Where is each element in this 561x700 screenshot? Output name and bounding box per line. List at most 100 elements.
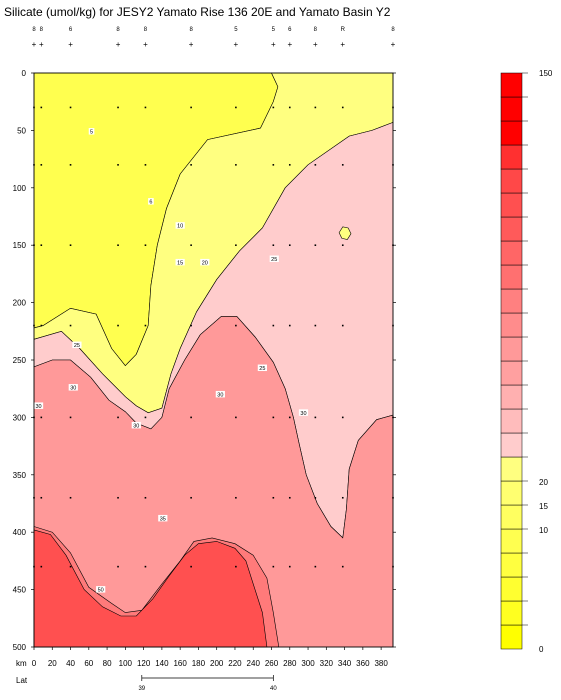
sample-dot [272,164,275,166]
contour-label-box [269,255,279,262]
sample-dot [341,244,344,246]
colorbar-swatch [500,384,523,410]
station-label: R [341,27,346,33]
contour-label-text: 15 [177,260,183,266]
colorbar-swatch [500,336,523,362]
station-plus: + [68,40,73,49]
contour-label: 30 [131,421,141,429]
y-tick-label: 150 [13,241,27,250]
x-tick-label: 200 [210,659,224,668]
station-plus: + [116,40,121,49]
sample-dot [40,416,43,419]
sample-dot [235,324,237,327]
colorbar-swatch [500,504,523,530]
sample-dot [117,164,119,166]
y-tick-label: 450 [13,586,27,595]
colorbar-swatch [500,480,523,506]
sample-dot [314,244,317,246]
contour-label-box [131,421,141,429]
station-marker: 8+ [189,27,194,49]
sample-dot [235,416,237,419]
x-tick-label: 300 [301,659,315,668]
x-tick-label: 260 [265,659,279,668]
station-label: 8 [314,27,318,33]
station-plus: + [287,40,292,49]
sample-dot [69,416,72,419]
y-tick-label: 50 [17,126,26,135]
station-plus: + [32,40,37,49]
sample-dot [190,244,192,246]
zone-eddy [338,226,352,240]
station-label: 5 [234,27,238,33]
contour-label: 50 [96,586,106,594]
sample-dot [288,496,291,499]
sample-dot [235,565,237,568]
contour-label: 25 [269,255,279,263]
station-label: 8 [32,27,36,33]
station-plus: + [39,40,44,49]
sample-dot [144,324,147,327]
y-axis: 0 50 100 150 200 250 300 350 400 450 500 [13,69,396,652]
sample-dot [314,324,317,327]
x-tick-label: 360 [356,659,370,668]
station-plus: + [340,40,345,49]
sample-dot [40,164,43,166]
sample-dot [288,244,291,246]
colorbar-swatch [500,192,523,218]
contour-label-box [96,586,106,593]
x-tick-label: 0 [32,659,37,668]
contour-label-text: 5 [90,130,93,136]
y-tick-label: 400 [13,528,27,537]
station-marker: 5+ [234,27,239,49]
lat-tick-label: 39 [138,686,145,692]
station-marker: 5+ [271,27,276,49]
sample-dot [117,244,119,246]
x-tick-label: 40 [66,659,75,668]
sample-dot [272,324,275,327]
colorbar-label: 10 [539,526,548,535]
colorbar-swatch [500,312,523,338]
station-plus: + [271,40,276,49]
colorbar-swatch [500,96,523,122]
station-label: 8 [144,27,148,33]
colorbar-swatch [500,288,523,314]
contour-label: 5 [88,128,95,136]
x-tick-label: 340 [338,659,352,668]
station-label: 5 [272,27,276,33]
colorbar-swatch [500,264,523,290]
sample-dot [288,565,291,568]
sample-dot [341,565,344,568]
sample-dot [272,244,275,246]
colorbar-swatch [500,528,523,554]
x-tick-label: 100 [119,659,133,668]
colorbar-swatch [500,552,523,578]
station-label: 8 [189,27,193,33]
colorbar-swatch [500,432,523,458]
colorbar-swatch [500,240,523,266]
contour-label-box [72,341,82,349]
sample-dot [40,565,43,568]
y-tick-label: 250 [13,356,27,365]
sample-dot [69,324,72,327]
sample-dot [314,565,317,568]
sample-dot [288,416,291,419]
x-tick-label: 80 [103,659,112,668]
station-plus: + [234,40,239,49]
x-axis: km 0 20 40 60 80 100 120 140 160 180 200 220 240 260 28… [16,647,388,668]
station-marker: 6+ [68,27,73,49]
sample-dot [69,565,72,568]
contour-label-text: 25 [74,343,80,349]
sample-dot [117,565,119,568]
y-tick-label: 200 [13,299,27,308]
contour-label: 15 [175,258,185,266]
sample-dot [341,106,344,109]
x-tick-label: 120 [137,659,151,668]
station-label: 6 [69,27,73,33]
sample-dot [272,496,275,499]
colorbar-label: 0 [539,645,544,654]
sample-dot [40,496,43,499]
station-marker: 8+ [143,27,148,49]
sample-dot [117,106,119,109]
contour-label-box [298,409,309,416]
station-plus: + [391,40,396,49]
